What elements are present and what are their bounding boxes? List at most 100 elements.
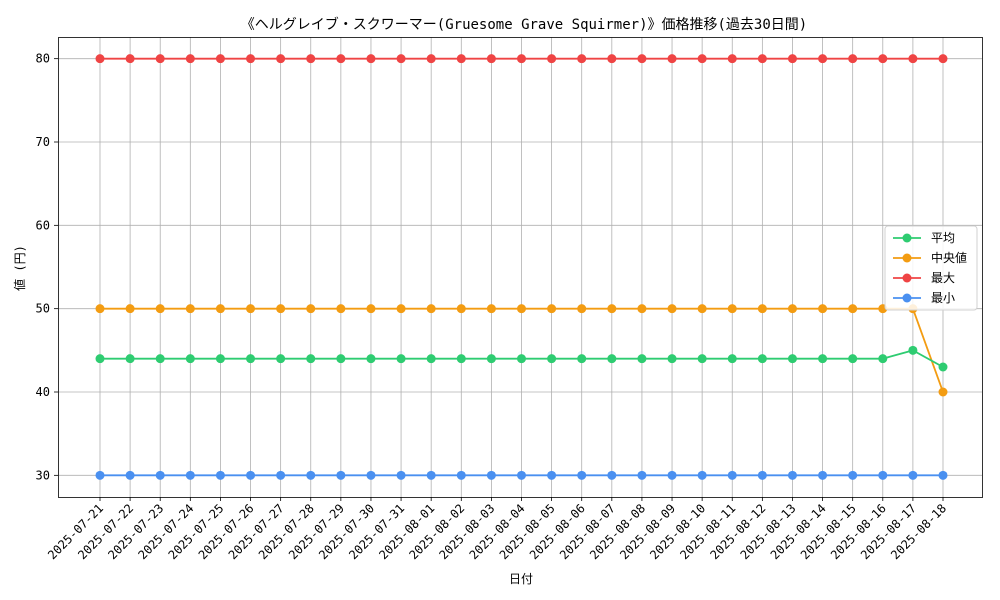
data-point — [818, 354, 828, 364]
y-tick-label: 40 — [36, 385, 50, 399]
data-point — [607, 470, 617, 480]
data-point — [276, 304, 286, 314]
data-point — [697, 470, 707, 480]
data-point — [818, 304, 828, 314]
legend-item: 平均 — [893, 231, 955, 245]
data-point — [185, 304, 195, 314]
data-point — [396, 354, 406, 364]
data-point — [426, 354, 436, 364]
x-axis-label: 日付 — [509, 572, 533, 586]
data-point — [276, 354, 286, 364]
data-point — [577, 54, 587, 64]
data-point — [908, 470, 918, 480]
data-point — [848, 54, 858, 64]
data-point — [336, 304, 346, 314]
y-tick-label: 30 — [36, 468, 50, 482]
data-point — [878, 470, 888, 480]
data-point — [215, 354, 225, 364]
data-point — [757, 470, 767, 480]
data-point — [155, 354, 165, 364]
data-point — [336, 54, 346, 64]
data-point — [306, 470, 316, 480]
data-point — [185, 354, 195, 364]
data-point — [818, 470, 828, 480]
data-point — [396, 304, 406, 314]
data-point — [607, 304, 617, 314]
data-point — [486, 54, 496, 64]
data-point — [215, 54, 225, 64]
data-point — [667, 54, 677, 64]
data-point — [155, 54, 165, 64]
data-point — [246, 470, 256, 480]
data-point — [667, 304, 677, 314]
data-point — [215, 304, 225, 314]
legend-frame — [884, 225, 978, 311]
legend-label: 最小 — [931, 291, 955, 305]
data-point — [366, 304, 376, 314]
data-point — [697, 54, 707, 64]
data-point — [486, 354, 496, 364]
data-point — [517, 304, 526, 314]
legend-label: 中央値 — [931, 250, 967, 265]
y-tick-label: 50 — [36, 302, 50, 316]
data-point — [697, 354, 707, 364]
data-point — [486, 304, 496, 314]
legend-item: 中央値 — [893, 250, 967, 265]
data-point — [517, 54, 526, 64]
data-point — [125, 354, 135, 364]
data-point — [607, 354, 617, 364]
data-point — [727, 304, 737, 314]
series-3 — [95, 470, 948, 480]
data-point — [727, 354, 737, 364]
data-point — [276, 54, 286, 64]
data-point — [125, 54, 135, 64]
plot-frame — [58, 37, 983, 498]
data-point — [456, 354, 466, 364]
data-point — [637, 354, 647, 364]
y-tick-label: 60 — [36, 218, 50, 232]
data-point — [938, 387, 948, 397]
data-point — [697, 304, 707, 314]
data-point — [938, 362, 948, 372]
data-point — [848, 470, 858, 480]
data-point — [757, 304, 767, 314]
data-point — [938, 470, 948, 480]
data-point — [125, 304, 135, 314]
legend-swatch-marker — [902, 293, 912, 303]
data-point — [155, 470, 165, 480]
data-point — [787, 354, 797, 364]
data-point — [95, 354, 105, 364]
data-point — [577, 354, 587, 364]
data-point — [486, 470, 496, 480]
legend-swatch-marker — [902, 253, 912, 263]
data-point — [336, 354, 346, 364]
data-point — [155, 304, 165, 314]
data-point — [185, 470, 195, 480]
data-point — [787, 470, 797, 480]
data-point — [848, 354, 858, 364]
data-point — [547, 54, 557, 64]
data-point — [426, 470, 436, 480]
data-point — [637, 54, 647, 64]
data-point — [938, 54, 948, 64]
data-point — [456, 304, 466, 314]
data-point — [517, 354, 526, 364]
data-point — [306, 304, 316, 314]
data-point — [727, 54, 737, 64]
series-1 — [95, 304, 948, 397]
data-point — [757, 354, 767, 364]
series-layer — [95, 54, 948, 480]
data-point — [306, 354, 316, 364]
data-point — [366, 354, 376, 364]
data-point — [547, 470, 557, 480]
data-point — [396, 470, 406, 480]
data-point — [185, 54, 195, 64]
data-point — [637, 304, 647, 314]
data-point — [757, 54, 767, 64]
legend-swatch-marker — [902, 273, 912, 283]
data-point — [667, 470, 677, 480]
chart-title: 《ヘルグレイブ・スクワーマー(Gruesome Grave Squirmer)》… — [241, 16, 807, 33]
y-axis-label: 値 (円) — [12, 245, 27, 291]
